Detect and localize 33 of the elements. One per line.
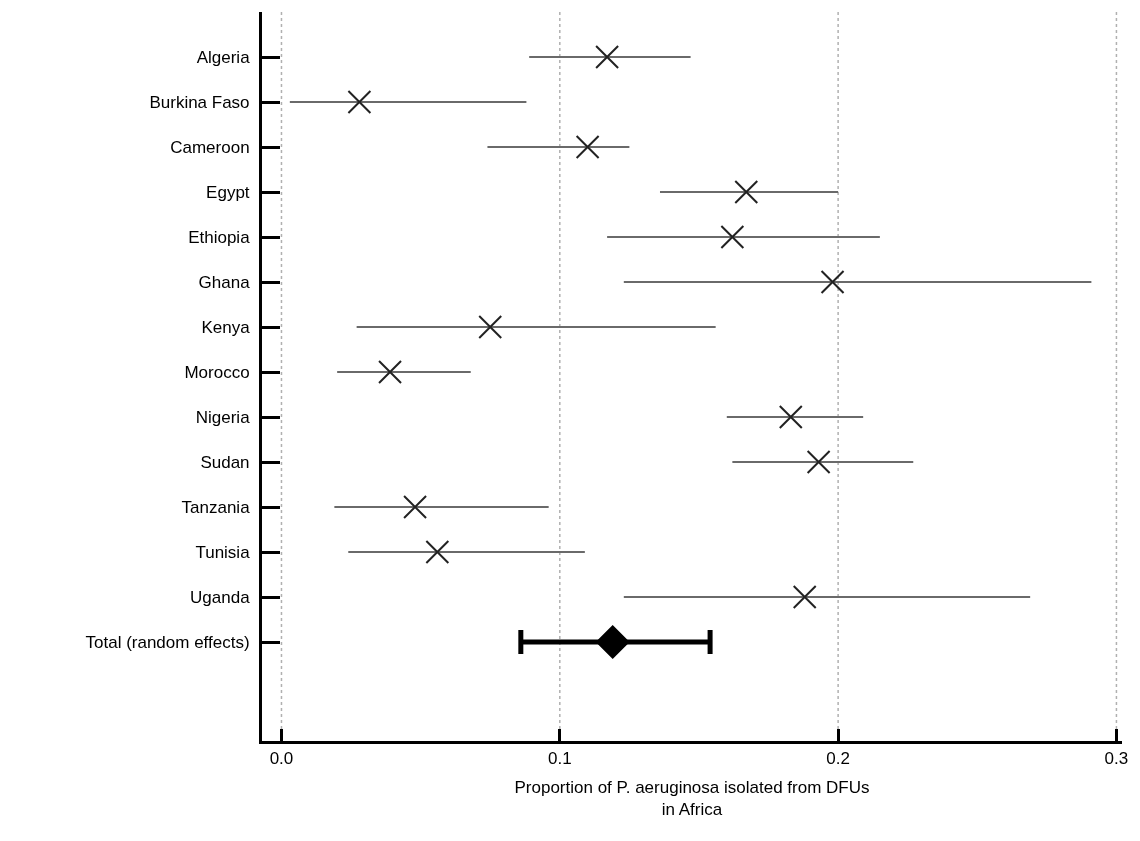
y-tick-label: Ethiopia [188, 227, 251, 247]
point [792, 585, 817, 609]
point [596, 625, 630, 659]
point [478, 315, 503, 339]
point [806, 450, 831, 474]
point [425, 540, 450, 564]
point [720, 225, 745, 249]
y-tick-label: Cameroon [170, 137, 250, 157]
y-tick-label: Total (random effects) [85, 632, 250, 652]
x-tick-label: 0.0 [269, 749, 294, 769]
point [403, 495, 428, 519]
y-tick-label: Morocco [184, 362, 250, 382]
y-tick-label: Tanzania [181, 497, 251, 517]
y-tick-label: Burkina Faso [149, 92, 250, 112]
point [820, 270, 845, 294]
point [347, 90, 372, 114]
y-tick-label: Egypt [206, 182, 250, 202]
point [595, 45, 620, 69]
y-tick-label: Sudan [200, 452, 250, 472]
x-tick-label: 0.1 [547, 749, 572, 769]
point [378, 360, 403, 384]
point [575, 135, 600, 159]
point [734, 180, 759, 204]
x-tick-label: 0.2 [826, 749, 850, 769]
x-axis-title: Proportion of P. aeruginosa isolated from DFUs in Africa [514, 777, 870, 819]
y-tick-label: Tunisia [195, 542, 251, 562]
x-tick-label: 0.3 [1104, 749, 1129, 769]
y-tick-label: Ghana [198, 272, 251, 292]
y-tick-label: Kenya [201, 317, 251, 337]
y-tick-label: Algeria [196, 47, 251, 67]
point [778, 405, 803, 429]
y-tick-label: Nigeria [195, 407, 251, 427]
y-tick-label: Uganda [190, 587, 251, 607]
